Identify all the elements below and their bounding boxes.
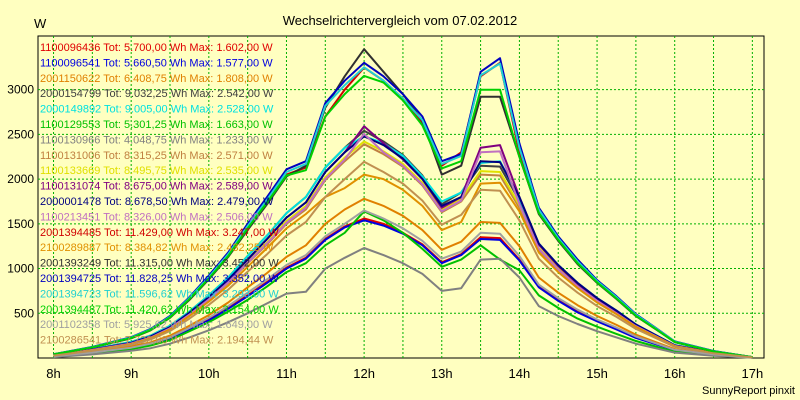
x-tick-label: 15h	[586, 366, 608, 381]
legend-entry: 1100130966 Tot: 4.048,75 Wh Max: 1.233,0…	[40, 134, 273, 146]
legend-entry: 2100286541 Tot: 7.720,60 Wh Max: 2.194,4…	[40, 335, 274, 347]
credit-label: SunnyReport pinxit	[702, 385, 795, 397]
y-axis-label: W	[34, 16, 47, 31]
series-line	[53, 197, 753, 359]
y-tick-label: 1500	[7, 217, 34, 231]
legend-entry: 2000154799 Tot: 9.032,25 Wh Max: 2.542,0…	[40, 88, 274, 100]
x-tick-label: 16h	[664, 366, 686, 381]
x-tick-label: 14h	[509, 366, 531, 381]
x-tick-label: 13h	[431, 366, 453, 381]
legend-entry: 1100213451 Tot: 8.326,00 Wh Max: 2.506,0…	[40, 211, 273, 223]
legend: 1100096436 Tot: 5.700,00 Wh Max: 1.602,0…	[40, 42, 279, 347]
legend-entry: 2000001478 Tot: 8.678,50 Wh Max: 2.479,0…	[40, 196, 274, 208]
legend-entry: 2001393249 Tot: 11.315,00 Wh Max: 3.452,…	[40, 258, 279, 270]
axis-ticks: 8h 9h 10h 11h 12h 13h 14h 15h 16h 17h 500 1000 1500 2…	[7, 83, 763, 381]
x-tick-label: 9h	[124, 366, 138, 381]
series-line	[53, 247, 753, 359]
legend-entry: 1100133669 Tot: 8.495,75 Wh Max: 2.535,0…	[40, 165, 273, 177]
legend-entry: 2001394485 Tot: 11.429,00 Wh Max: 3.247,…	[40, 227, 279, 239]
legend-entry: 2001394725 Tot: 11.828,25 Wh Max: 3.352,…	[40, 273, 279, 285]
legend-entry: 1100096541 Tot: 5.660,50 Wh Max: 1.577,0…	[40, 57, 273, 69]
legend-entry: 1100131074 Tot: 8.675,00 Wh Max: 2.589,0…	[40, 181, 273, 193]
grid	[38, 36, 764, 358]
y-tick-label: 1000	[7, 262, 34, 276]
series-line	[53, 74, 753, 359]
y-tick-label: 3000	[7, 83, 34, 97]
y-tick-label: 500	[14, 306, 34, 320]
y-tick-label: 2000	[7, 172, 34, 186]
x-tick-label: 10h	[198, 366, 220, 381]
x-tick-label: 12h	[353, 366, 375, 381]
legend-entry: 1100096436 Tot: 5.700,00 Wh Max: 1.602,0…	[40, 42, 273, 54]
legend-entry: 2001394487 Tot: 11.420,62 Wh Max: 3.154,…	[40, 304, 279, 316]
chart-title: Wechselrichtervergleich vom 07.02.2012	[283, 13, 518, 28]
y-tick-label: 2500	[7, 127, 34, 141]
legend-entry: 2001394723 Tot: 11.596,62 Wh Max: 3.293,…	[40, 288, 279, 300]
legend-entry: 2001102358 Tot: 5.925,62 Wh Max: 1.649,0…	[40, 319, 273, 331]
x-tick-label: 11h	[276, 366, 297, 381]
series-line	[53, 135, 753, 359]
series-line	[53, 160, 753, 359]
legend-entry: 1100129553 Tot: 5.301,25 Wh Max: 1.663,0…	[40, 119, 273, 131]
series-lines	[53, 48, 753, 359]
x-tick-label: 17h	[742, 366, 764, 381]
x-tick-label: 8h	[46, 366, 60, 381]
series-line	[53, 210, 753, 359]
legend-entry: 2100289887 Tot: 8.384,82 Wh Max: 2.432,2…	[40, 242, 274, 254]
legend-entry: 2000149892 Tot: 9.005,00 Wh Max: 2.528,0…	[40, 104, 274, 116]
series-line	[53, 209, 753, 359]
plot-area	[37, 35, 765, 359]
series-line	[53, 173, 753, 359]
legend-entry: 1100131006 Tot: 8.315,25 Wh Max: 2.571,0…	[40, 150, 273, 162]
legend-entry: 2001150622 Tot: 6.408,75 Wh Max: 1.808,0…	[40, 73, 273, 85]
